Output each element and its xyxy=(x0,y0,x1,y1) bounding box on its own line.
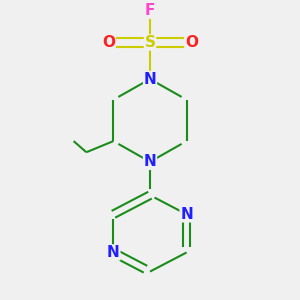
Text: N: N xyxy=(180,207,193,222)
Text: N: N xyxy=(107,245,120,260)
Text: O: O xyxy=(102,35,115,50)
Text: O: O xyxy=(185,35,198,50)
Text: N: N xyxy=(144,71,156,86)
Text: S: S xyxy=(145,35,155,50)
Text: N: N xyxy=(144,154,156,169)
Text: F: F xyxy=(145,3,155,18)
